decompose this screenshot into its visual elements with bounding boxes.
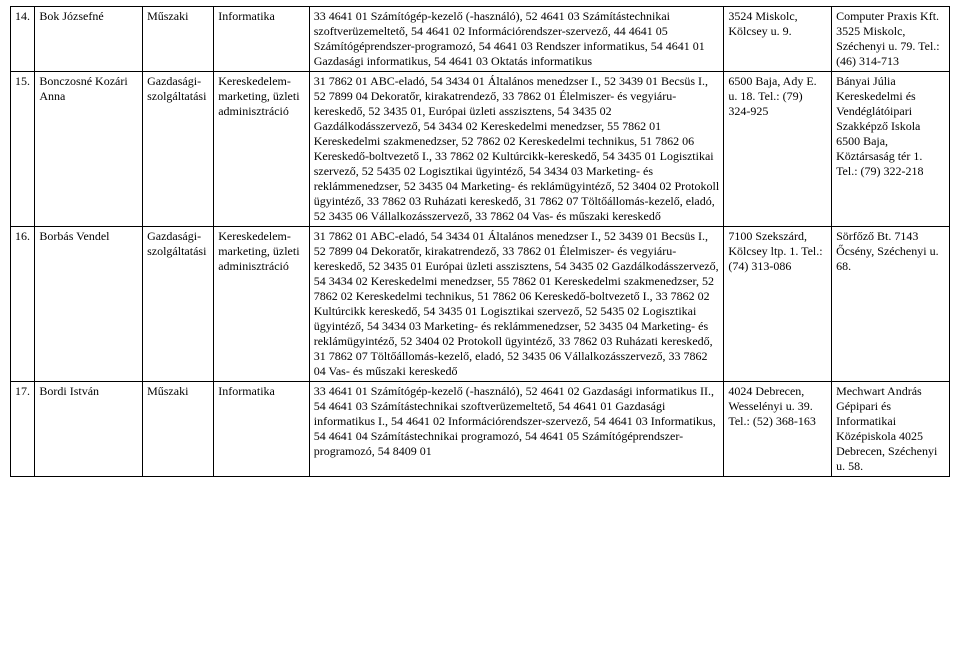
- qualifications: 33 4641 01 Számítógép-kezelő (-használó)…: [309, 382, 724, 477]
- category-sub: Kereskedelem-marketing, üzleti adminiszt…: [214, 72, 310, 227]
- main-table: 14.Bok JózsefnéMűszakiInformatika33 4641…: [10, 6, 950, 477]
- institution: Computer Praxis Kft. 3525 Miskolc, Széch…: [832, 7, 950, 72]
- category-sub: Kereskedelem-marketing, üzleti adminiszt…: [214, 227, 310, 382]
- row-index: 16.: [11, 227, 35, 382]
- table-row: 16.Borbás VendelGazdasági-szolgáltatásiK…: [11, 227, 950, 382]
- category-main: Gazdasági-szolgáltatási: [143, 72, 214, 227]
- person-name: Bordi István: [35, 382, 143, 477]
- category-main: Műszaki: [143, 382, 214, 477]
- address: 4024 Debrecen, Wesselényi u. 39. Tel.: (…: [724, 382, 832, 477]
- category-main: Gazdasági-szolgáltatási: [143, 227, 214, 382]
- address: 6500 Baja, Ady E. u. 18. Tel.: (79) 324-…: [724, 72, 832, 227]
- person-name: Bok Józsefné: [35, 7, 143, 72]
- institution: Mechwart András Gépipari és Informatikai…: [832, 382, 950, 477]
- qualifications: 31 7862 01 ABC-eladó, 54 3434 01 Általán…: [309, 227, 724, 382]
- table-row: 17.Bordi IstvánMűszakiInformatika33 4641…: [11, 382, 950, 477]
- qualifications: 33 4641 01 Számítógép-kezelő (-használó)…: [309, 7, 724, 72]
- category-sub: Informatika: [214, 7, 310, 72]
- category-main: Műszaki: [143, 7, 214, 72]
- row-index: 17.: [11, 382, 35, 477]
- document-page: 14.Bok JózsefnéMűszakiInformatika33 4641…: [0, 0, 960, 653]
- person-name: Borbás Vendel: [35, 227, 143, 382]
- row-index: 15.: [11, 72, 35, 227]
- person-name: Bonczosné Kozári Anna: [35, 72, 143, 227]
- institution: Bányai Júlia Kereskedelmi és Vendéglátói…: [832, 72, 950, 227]
- row-index: 14.: [11, 7, 35, 72]
- qualifications: 31 7862 01 ABC-eladó, 54 3434 01 Általán…: [309, 72, 724, 227]
- institution: Sörfőző Bt. 7143 Őcsény, Széchenyi u. 68…: [832, 227, 950, 382]
- table-row: 14.Bok JózsefnéMűszakiInformatika33 4641…: [11, 7, 950, 72]
- address: 7100 Szekszárd, Kölcsey ltp. 1. Tel.: (7…: [724, 227, 832, 382]
- category-sub: Informatika: [214, 382, 310, 477]
- table-row: 15.Bonczosné Kozári AnnaGazdasági-szolgá…: [11, 72, 950, 227]
- address: 3524 Miskolc, Kölcsey u. 9.: [724, 7, 832, 72]
